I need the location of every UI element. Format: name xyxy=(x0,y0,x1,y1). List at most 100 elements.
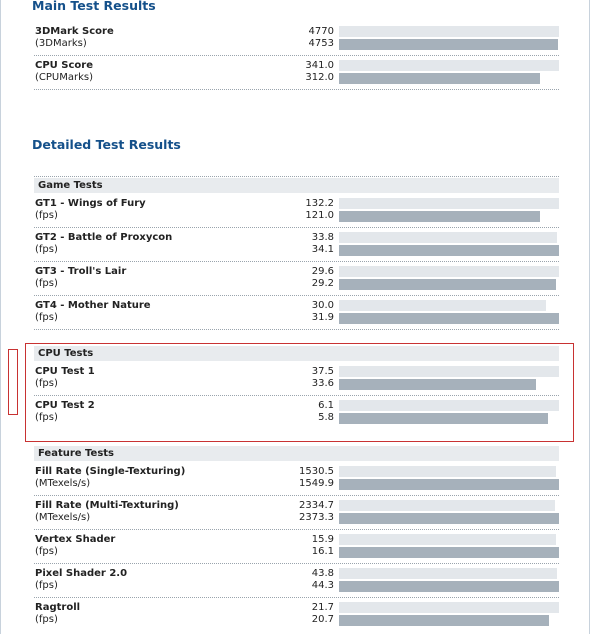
row-name: GT3 - Troll's Lair xyxy=(35,266,127,277)
row-name: GT4 - Mother Nature xyxy=(35,300,151,311)
row-name: Fill Rate (Multi-Texturing) xyxy=(35,500,179,511)
result-row-cpu-test-1: CPU Test 1 (fps) 37.5 33.6 xyxy=(34,365,559,399)
score-bar-1 xyxy=(339,266,559,277)
row-unit: (CPUMarks) xyxy=(35,72,94,83)
result-row-ragtroll: Ragtroll (fps) 21.7 20.7 xyxy=(34,601,559,635)
row-unit: (fps) xyxy=(35,244,58,255)
row-divider xyxy=(34,55,559,56)
row-value-1: 341.0 xyxy=(305,60,334,71)
result-row-fill-rate-single: Fill Rate (Single-Texturing) (MTexels/s)… xyxy=(34,465,559,499)
score-bar-2 xyxy=(339,413,548,424)
row-name: 3DMark Score xyxy=(35,26,114,37)
row-value-1: 6.1 xyxy=(318,400,334,411)
category-cpu-tests: CPU Tests xyxy=(34,346,559,361)
score-bar-1 xyxy=(339,366,559,377)
score-bar-2 xyxy=(339,211,540,222)
result-row-pixel-shader: Pixel Shader 2.0 (fps) 43.8 44.3 xyxy=(34,567,559,601)
row-divider xyxy=(34,261,559,262)
row-value-2: 2373.3 xyxy=(299,512,334,523)
detailed-results-heading: Detailed Test Results xyxy=(32,137,181,152)
result-row-vertex-shader: Vertex Shader (fps) 15.9 16.1 xyxy=(34,533,559,567)
row-value-1: 4770 xyxy=(308,26,334,37)
score-bar-1 xyxy=(339,300,546,311)
row-value-1: 132.2 xyxy=(305,198,334,209)
score-bar-2 xyxy=(339,73,540,84)
score-bar-1 xyxy=(339,26,559,37)
category-feature-tests: Feature Tests xyxy=(34,446,559,461)
result-row-gt4: GT4 - Mother Nature (fps) 30.0 31.9 xyxy=(34,299,559,333)
category-game-tests: Game Tests xyxy=(34,178,559,193)
row-name: Fill Rate (Single-Texturing) xyxy=(35,466,186,477)
result-row-gt2: GT2 - Battle of Proxycon (fps) 33.8 34.1 xyxy=(34,231,559,265)
row-name: GT2 - Battle of Proxycon xyxy=(35,232,173,243)
row-divider xyxy=(34,89,559,90)
row-divider xyxy=(34,529,559,530)
row-value-2: 121.0 xyxy=(305,210,334,221)
row-unit: (fps) xyxy=(35,546,58,557)
highlight-marker xyxy=(8,349,18,415)
score-bar-2 xyxy=(339,479,559,490)
row-value-2: 16.1 xyxy=(311,546,334,557)
row-value-1: 15.9 xyxy=(311,534,334,545)
row-value-1: 43.8 xyxy=(311,568,334,579)
row-divider xyxy=(34,395,559,396)
row-value-1: 2334.7 xyxy=(299,500,334,511)
score-bar-2 xyxy=(339,313,559,324)
result-row-cpu-score: CPU Score (CPUMarks) 341.0 312.0 xyxy=(34,59,559,93)
score-bar-1 xyxy=(339,60,559,71)
row-name: Vertex Shader xyxy=(35,534,116,545)
row-value-2: 33.6 xyxy=(311,378,334,389)
row-value-2: 34.1 xyxy=(311,244,334,255)
row-unit: (fps) xyxy=(35,278,58,289)
row-divider xyxy=(34,295,559,296)
result-row-fill-rate-multi: Fill Rate (Multi-Texturing) (MTexels/s) … xyxy=(34,499,559,533)
row-value-2: 31.9 xyxy=(311,312,334,323)
row-value-2: 44.3 xyxy=(311,580,334,591)
score-bar-1 xyxy=(339,232,557,243)
row-divider xyxy=(34,329,559,330)
row-value-2: 5.8 xyxy=(318,412,334,423)
row-divider xyxy=(34,495,559,496)
row-unit: (fps) xyxy=(35,378,58,389)
score-bar-2 xyxy=(339,615,549,626)
row-value-1: 21.7 xyxy=(311,602,334,613)
score-bar-2 xyxy=(339,39,558,50)
score-bar-1 xyxy=(339,534,556,545)
score-bar-2 xyxy=(339,279,556,290)
main-results-heading: Main Test Results xyxy=(32,0,156,13)
row-divider xyxy=(34,597,559,598)
row-value-2: 1549.9 xyxy=(299,478,334,489)
row-value-2: 4753 xyxy=(308,38,334,49)
row-value-1: 33.8 xyxy=(311,232,334,243)
score-bar-1 xyxy=(339,568,557,579)
score-bar-1 xyxy=(339,500,555,511)
score-bar-1 xyxy=(339,466,556,477)
score-bar-1 xyxy=(339,400,559,411)
cpu-tests-highlight-box xyxy=(25,343,574,442)
row-name: Pixel Shader 2.0 xyxy=(35,568,128,579)
score-bar-2 xyxy=(339,581,559,592)
row-unit: (fps) xyxy=(35,210,58,221)
score-bar-2 xyxy=(339,379,536,390)
row-unit: (fps) xyxy=(35,412,58,423)
row-divider xyxy=(34,563,559,564)
category-divider xyxy=(34,176,559,177)
row-value-1: 37.5 xyxy=(311,366,334,377)
row-unit: (fps) xyxy=(35,614,58,625)
row-name: CPU Score xyxy=(35,60,93,71)
row-value-2: 20.7 xyxy=(311,614,334,625)
result-row-cpu-test-2: CPU Test 2 (fps) 6.1 5.8 xyxy=(34,399,559,433)
row-value-2: 29.2 xyxy=(311,278,334,289)
score-bar-2 xyxy=(339,513,559,524)
row-value-1: 29.6 xyxy=(311,266,334,277)
row-name: Ragtroll xyxy=(35,602,81,613)
row-value-1: 1530.5 xyxy=(299,466,334,477)
score-bar-1 xyxy=(339,602,559,613)
row-unit: (MTexels/s) xyxy=(35,512,91,523)
row-unit: (MTexels/s) xyxy=(35,478,91,489)
score-bar-2 xyxy=(339,547,559,558)
score-bar-1 xyxy=(339,198,559,209)
row-divider xyxy=(34,227,559,228)
result-row-gt1: GT1 - Wings of Fury (fps) 132.2 121.0 xyxy=(34,197,559,231)
